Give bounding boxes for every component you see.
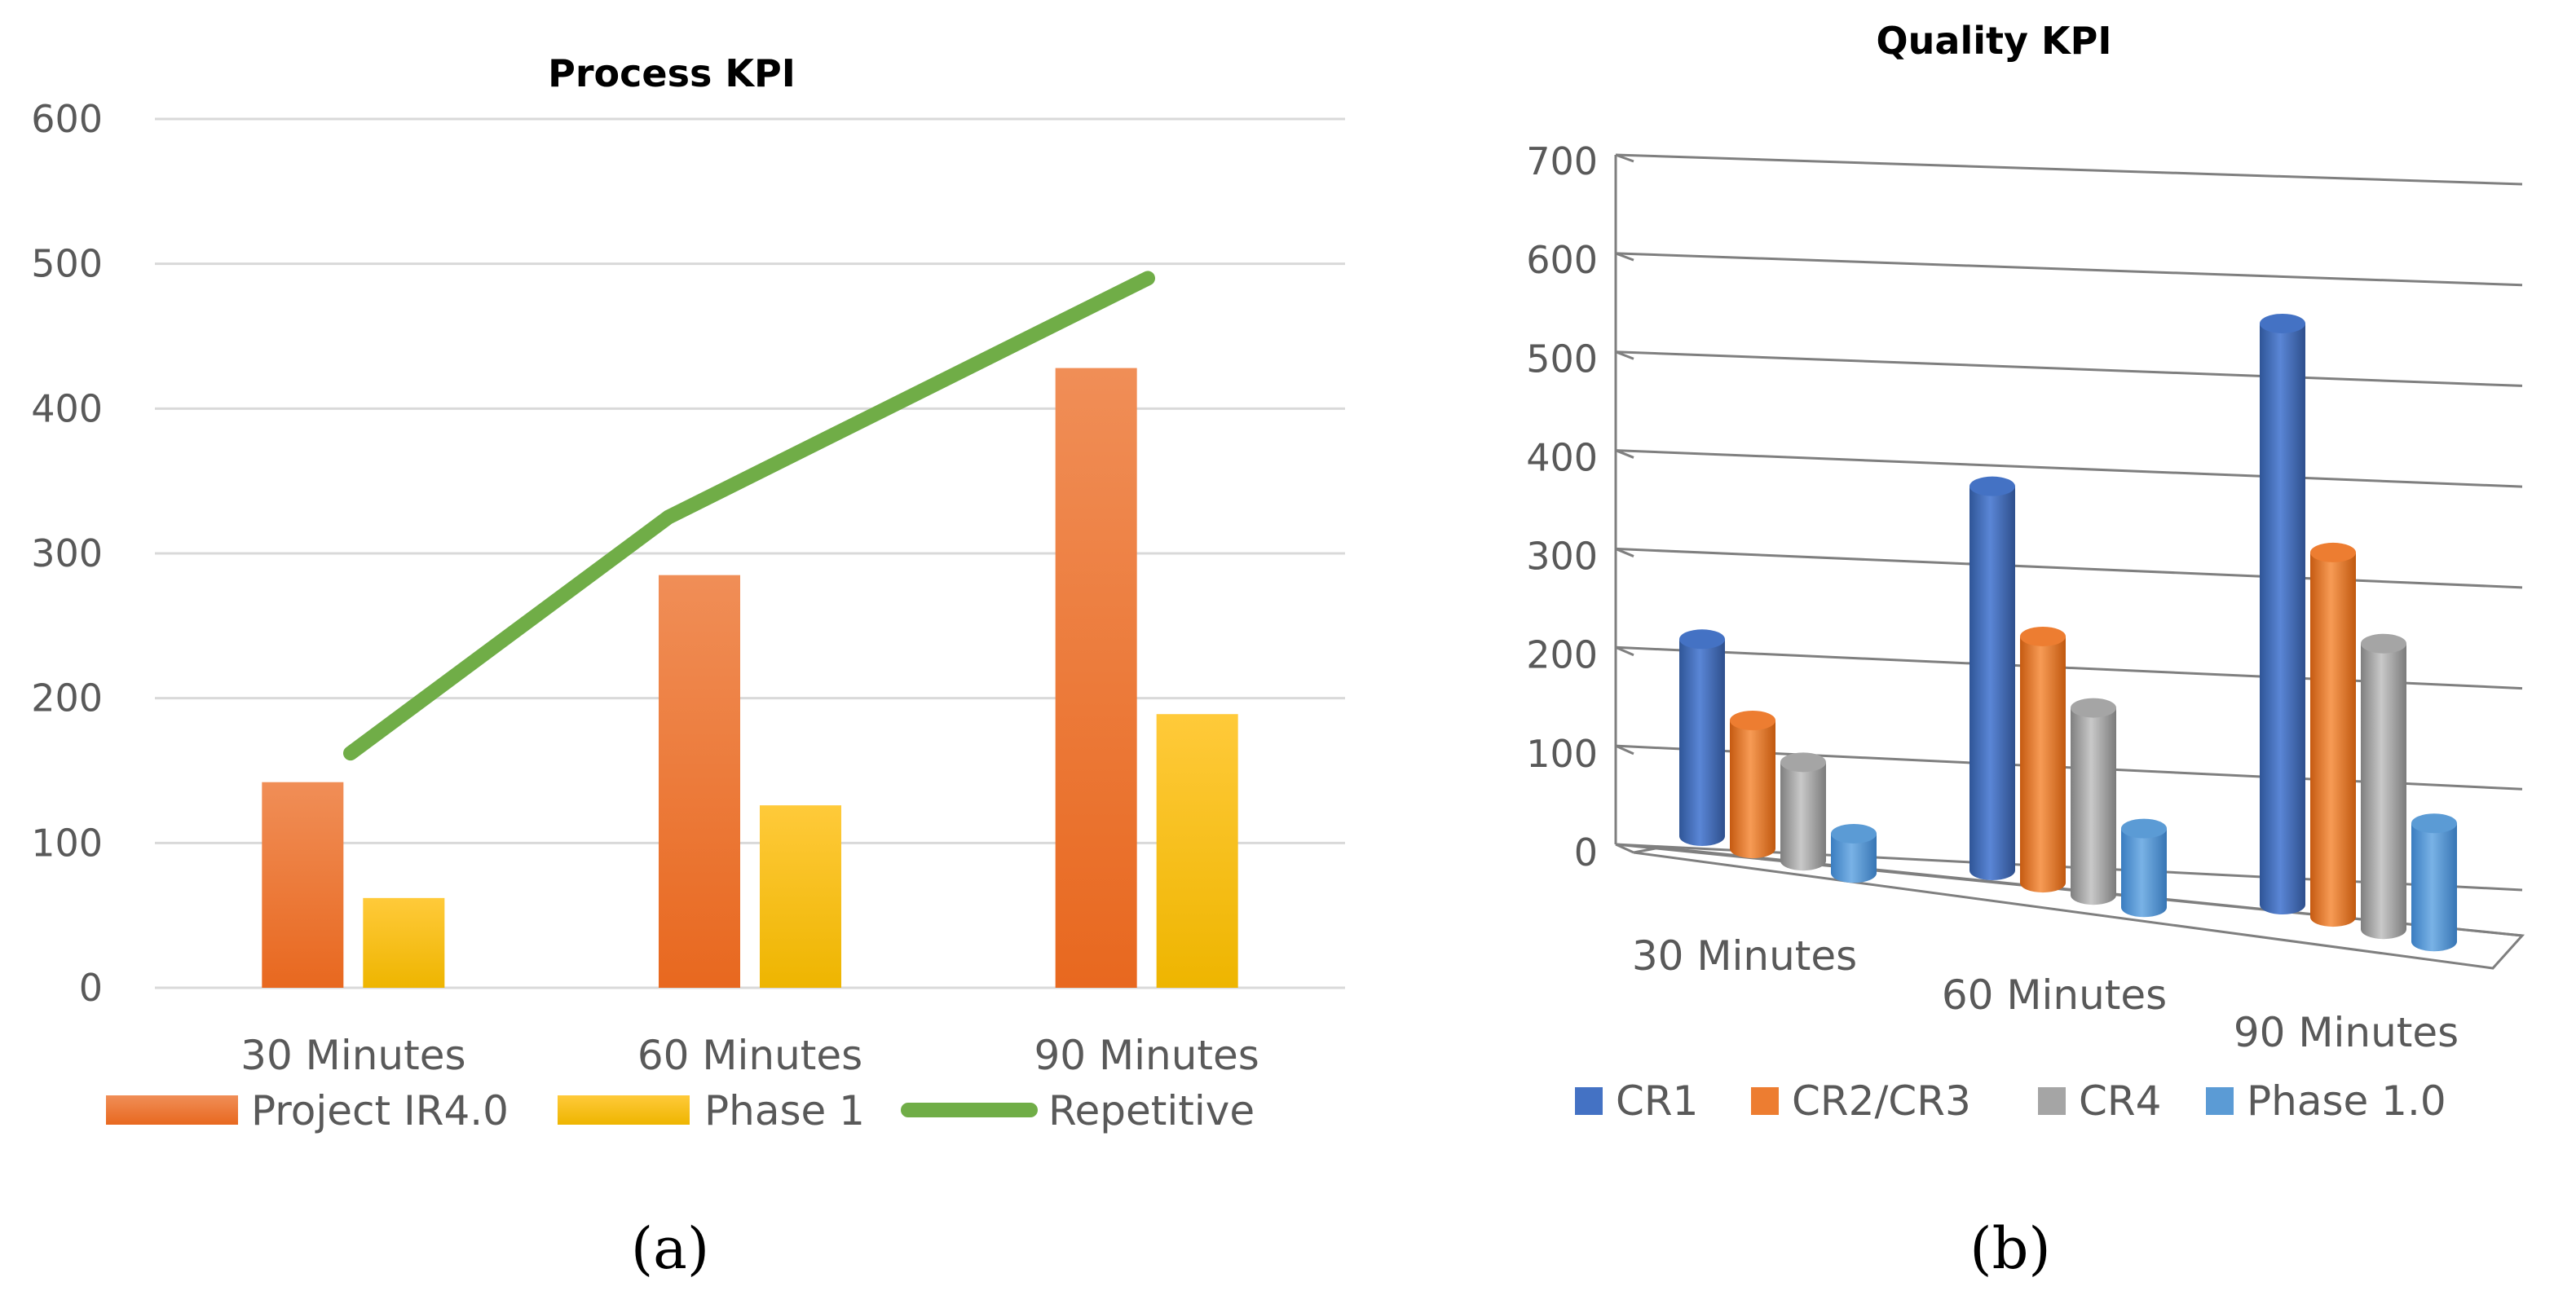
y-tick-label: 300 [31, 531, 103, 575]
y-tick-label: 700 [1526, 139, 1598, 183]
side-gridline [1615, 744, 1634, 756]
cylinder-cr4-top [2071, 698, 2116, 718]
x-tick-label: 90 Minutes [1034, 1032, 1259, 1079]
bar-phase-1 [1156, 714, 1238, 988]
chart-a-bars [262, 368, 1238, 988]
cylinder-cr1 [1969, 486, 2015, 880]
bar-phase-1 [363, 897, 445, 988]
y-tick-label: 600 [1526, 238, 1598, 282]
legend-label: CR2/CR3 [1792, 1077, 1971, 1125]
cylinder-cr4-top [2361, 633, 2406, 654]
cylinder-phase-1-0-top [2121, 818, 2167, 839]
wall-gridline [1615, 153, 2523, 186]
process-kpi-chart: Process KPI 0 100 200 300 400 500 600 30 Minut… [31, 51, 1345, 1282]
y-tick-label: 100 [31, 821, 103, 865]
line-repetitive [343, 271, 1155, 761]
wall-gridline [1615, 252, 2523, 287]
cylinder-cr2-cr3-top [2310, 542, 2356, 562]
cylinder-cr1 [2260, 323, 2305, 914]
y-tick-label: 100 [1526, 732, 1598, 776]
y-tick-label: 600 [31, 97, 103, 141]
y-tick-label: 0 [79, 966, 103, 1010]
side-gridline [1615, 645, 1634, 657]
cylinder-phase-1-0-top [2411, 813, 2457, 834]
chart-b-bars [1679, 313, 2457, 952]
x-tick-label: 90 Minutes [2234, 1009, 2459, 1056]
y-tick-label: 300 [1526, 535, 1598, 579]
chart-a-y-axis: 0 100 200 300 400 500 600 [31, 97, 103, 1010]
chart-a-title: Process KPI [548, 51, 796, 95]
legend-swatch [2038, 1087, 2066, 1115]
x-tick-label: 60 Minutes [637, 1032, 862, 1079]
cylinder-cr1-top [1969, 476, 2015, 496]
x-tick-label: 30 Minutes [240, 1032, 465, 1079]
side-gridline [1615, 449, 1634, 459]
quality-kpi-chart: Quality KPI 0 100 200 300 400 500 600 700 30 Mi… [1526, 19, 2525, 1282]
y-tick-label: 500 [1526, 337, 1598, 381]
cylinder-cr1-top [1679, 629, 1725, 650]
cylinder-phase-1-0 [1831, 833, 1877, 883]
cylinder-cr1-top [2260, 313, 2305, 333]
cylinder-cr2-cr3-top [1730, 710, 1775, 730]
y-tick-label: 200 [1526, 633, 1598, 677]
legend-label: Project IR4.0 [251, 1087, 509, 1134]
legend-label: Phase 1 [704, 1087, 865, 1134]
wall-gridline [1615, 449, 2523, 488]
legend-label: Phase 1.0 [2247, 1077, 2446, 1125]
cylinder-cr2-cr3-top [2020, 626, 2066, 646]
chart-b-title: Quality KPI [1877, 19, 2112, 63]
bar-project-ir4-0 [262, 782, 344, 988]
legend-swatch [106, 1095, 238, 1125]
side-gridline [1615, 153, 1634, 163]
chart-b-legend: CR1 CR2/CR3 CR4 Phase 1.0 [1575, 1077, 2446, 1125]
cylinder-phase-1-0 [2121, 828, 2167, 918]
x-tick-label: 60 Minutes [1942, 971, 2167, 1019]
legend-swatch [1751, 1087, 1779, 1115]
wall-gridline [1615, 547, 2523, 589]
chart-a-line [343, 271, 1155, 761]
cylinder-cr4-top [1780, 752, 1826, 773]
legend-label: CR4 [2079, 1077, 2161, 1125]
cylinder-cr2-cr3 [2310, 552, 2356, 927]
legend-label: CR1 [1616, 1077, 1698, 1125]
y-tick-label: 400 [1526, 435, 1598, 479]
side-gridline [1615, 252, 1634, 262]
chart-b-x-axis: 30 Minutes 60 Minutes 90 Minutes [1632, 932, 2459, 1056]
cylinder-cr1 [1679, 639, 1725, 846]
chart-a-x-axis: 30 Minutes 60 Minutes 90 Minutes [240, 1032, 1259, 1079]
cylinder-cr4 [2071, 707, 2116, 905]
cylinder-cr4 [1780, 762, 1826, 871]
cylinder-cr2-cr3 [2020, 636, 2066, 893]
legend-swatch [558, 1095, 690, 1125]
cylinder-phase-1-0 [2411, 823, 2457, 952]
legend-swatch [1575, 1087, 1603, 1115]
cylinder-cr4 [2361, 643, 2406, 940]
cylinder-phase-1-0-top [1831, 823, 1877, 844]
bar-project-ir4-0 [1055, 368, 1137, 988]
bar-phase-1 [760, 805, 841, 988]
bar-project-ir4-0 [659, 575, 740, 988]
side-gridline [1615, 350, 1634, 360]
legend-swatch [2206, 1087, 2234, 1115]
y-tick-label: 0 [1574, 830, 1598, 874]
legend-label: Repetitive [1048, 1087, 1255, 1134]
y-tick-label: 200 [31, 676, 103, 720]
wall-gridline [1615, 350, 2523, 387]
chart-b-y-axis: 0 100 200 300 400 500 600 700 [1526, 139, 1598, 874]
side-gridline [1615, 548, 1634, 557]
chart-a-legend: Project IR4.0 Phase 1 Repetitive [106, 1087, 1255, 1134]
y-tick-label: 500 [31, 242, 103, 286]
panel-label-b: (b) [1969, 1215, 2050, 1282]
chart-a-gridlines [155, 117, 1345, 989]
cylinder-cr2-cr3 [1730, 720, 1775, 859]
x-tick-label: 30 Minutes [1632, 932, 1857, 980]
panel-label-a: (a) [631, 1215, 709, 1282]
y-tick-label: 400 [31, 386, 103, 430]
